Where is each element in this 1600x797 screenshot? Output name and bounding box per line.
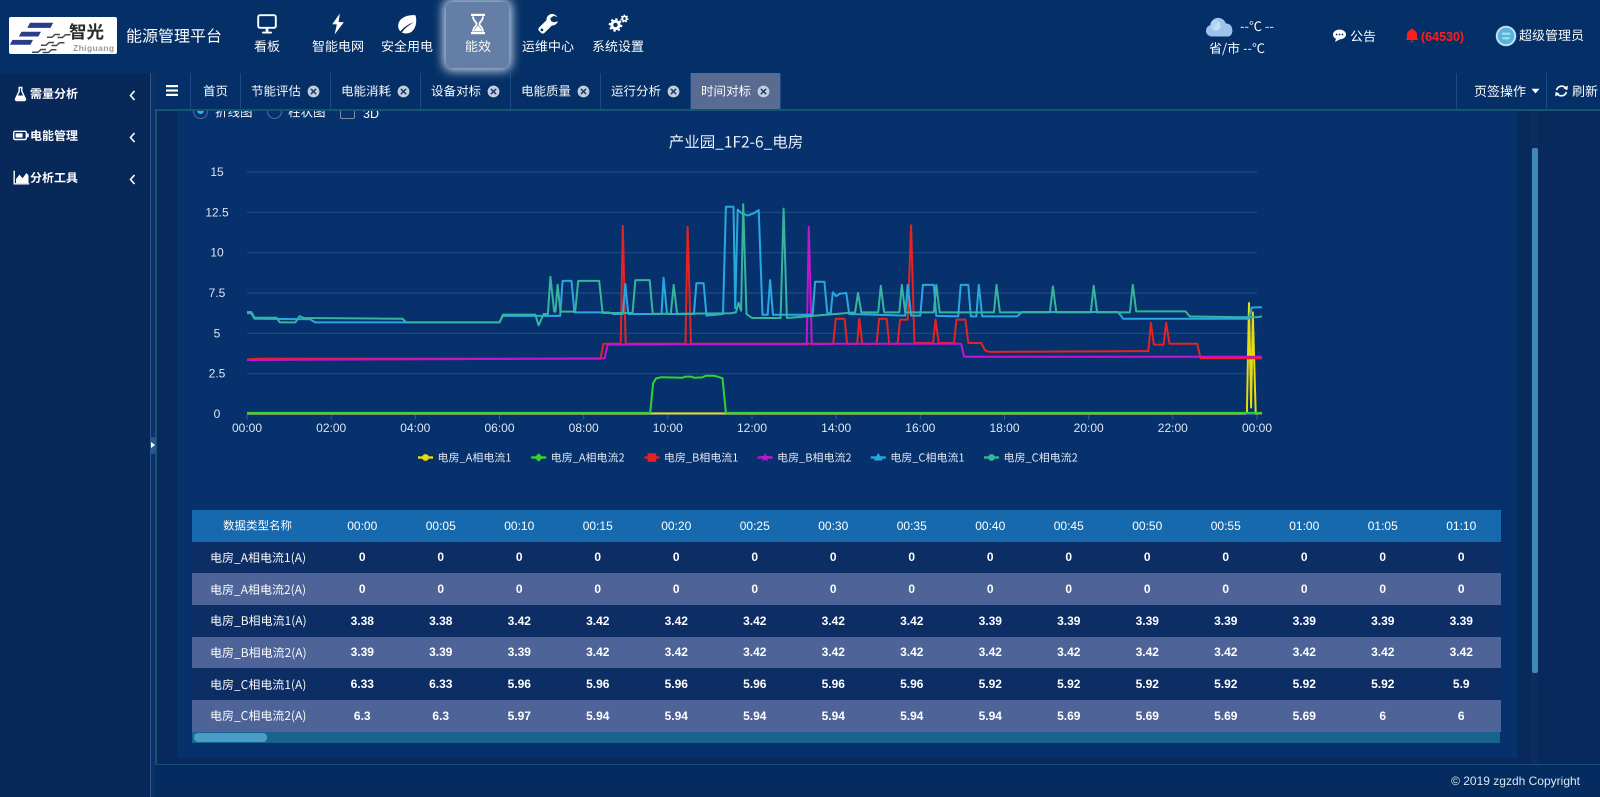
svg-text:10: 10 — [210, 246, 224, 260]
svg-text:08:00: 08:00 — [569, 421, 599, 435]
svg-text:10:00: 10:00 — [653, 421, 683, 435]
svg-text:04:00: 04:00 — [400, 421, 430, 435]
svg-text:16:00: 16:00 — [905, 421, 935, 435]
svg-text:06:00: 06:00 — [484, 421, 514, 435]
svg-text:12.5: 12.5 — [205, 205, 229, 219]
svg-text:14:00: 14:00 — [821, 421, 851, 435]
svg-text:20:00: 20:00 — [1074, 421, 1104, 435]
svg-text:18:00: 18:00 — [989, 421, 1019, 435]
svg-text:00:00: 00:00 — [232, 421, 262, 435]
svg-text:15: 15 — [210, 165, 224, 179]
svg-text:12:00: 12:00 — [737, 421, 767, 435]
svg-text:00:00: 00:00 — [1242, 421, 1272, 435]
svg-text:02:00: 02:00 — [316, 421, 346, 435]
svg-text:5: 5 — [214, 326, 221, 340]
svg-text:7.5: 7.5 — [209, 286, 226, 300]
svg-text:2.5: 2.5 — [209, 367, 226, 381]
svg-text:22:00: 22:00 — [1158, 421, 1188, 435]
svg-text:0: 0 — [214, 407, 221, 421]
